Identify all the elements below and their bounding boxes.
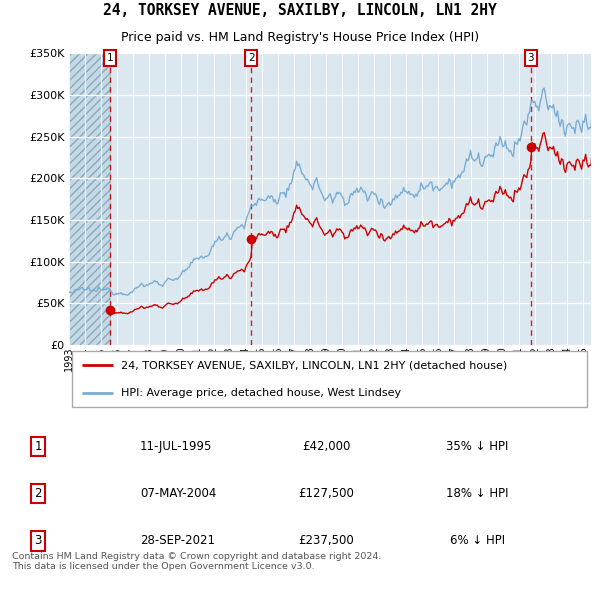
Text: Price paid vs. HM Land Registry's House Price Index (HPI): Price paid vs. HM Land Registry's House … — [121, 31, 479, 44]
Text: 07-MAY-2004: 07-MAY-2004 — [140, 487, 217, 500]
Text: 2: 2 — [248, 53, 254, 63]
Text: 2: 2 — [34, 487, 42, 500]
Text: Contains HM Land Registry data © Crown copyright and database right 2024.
This d: Contains HM Land Registry data © Crown c… — [12, 552, 382, 571]
Text: 18% ↓ HPI: 18% ↓ HPI — [446, 487, 509, 500]
Text: HPI: Average price, detached house, West Lindsey: HPI: Average price, detached house, West… — [121, 388, 401, 398]
FancyBboxPatch shape — [71, 351, 587, 407]
Text: 1: 1 — [106, 53, 113, 63]
Bar — [69, 53, 110, 345]
Text: 3: 3 — [527, 53, 534, 63]
Text: 6% ↓ HPI: 6% ↓ HPI — [450, 534, 505, 548]
Text: £42,000: £42,000 — [302, 440, 350, 453]
Text: £237,500: £237,500 — [298, 534, 354, 548]
Text: 24, TORKSEY AVENUE, SAXILBY, LINCOLN, LN1 2HY: 24, TORKSEY AVENUE, SAXILBY, LINCOLN, LN… — [103, 2, 497, 18]
Text: 28-SEP-2021: 28-SEP-2021 — [140, 534, 215, 548]
Text: 1: 1 — [34, 440, 42, 453]
Text: £127,500: £127,500 — [298, 487, 354, 500]
Bar — [69, 53, 110, 345]
Text: 24, TORKSEY AVENUE, SAXILBY, LINCOLN, LN1 2HY (detached house): 24, TORKSEY AVENUE, SAXILBY, LINCOLN, LN… — [121, 360, 508, 371]
Text: 3: 3 — [35, 534, 42, 548]
Text: 35% ↓ HPI: 35% ↓ HPI — [446, 440, 509, 453]
Text: 11-JUL-1995: 11-JUL-1995 — [140, 440, 212, 453]
